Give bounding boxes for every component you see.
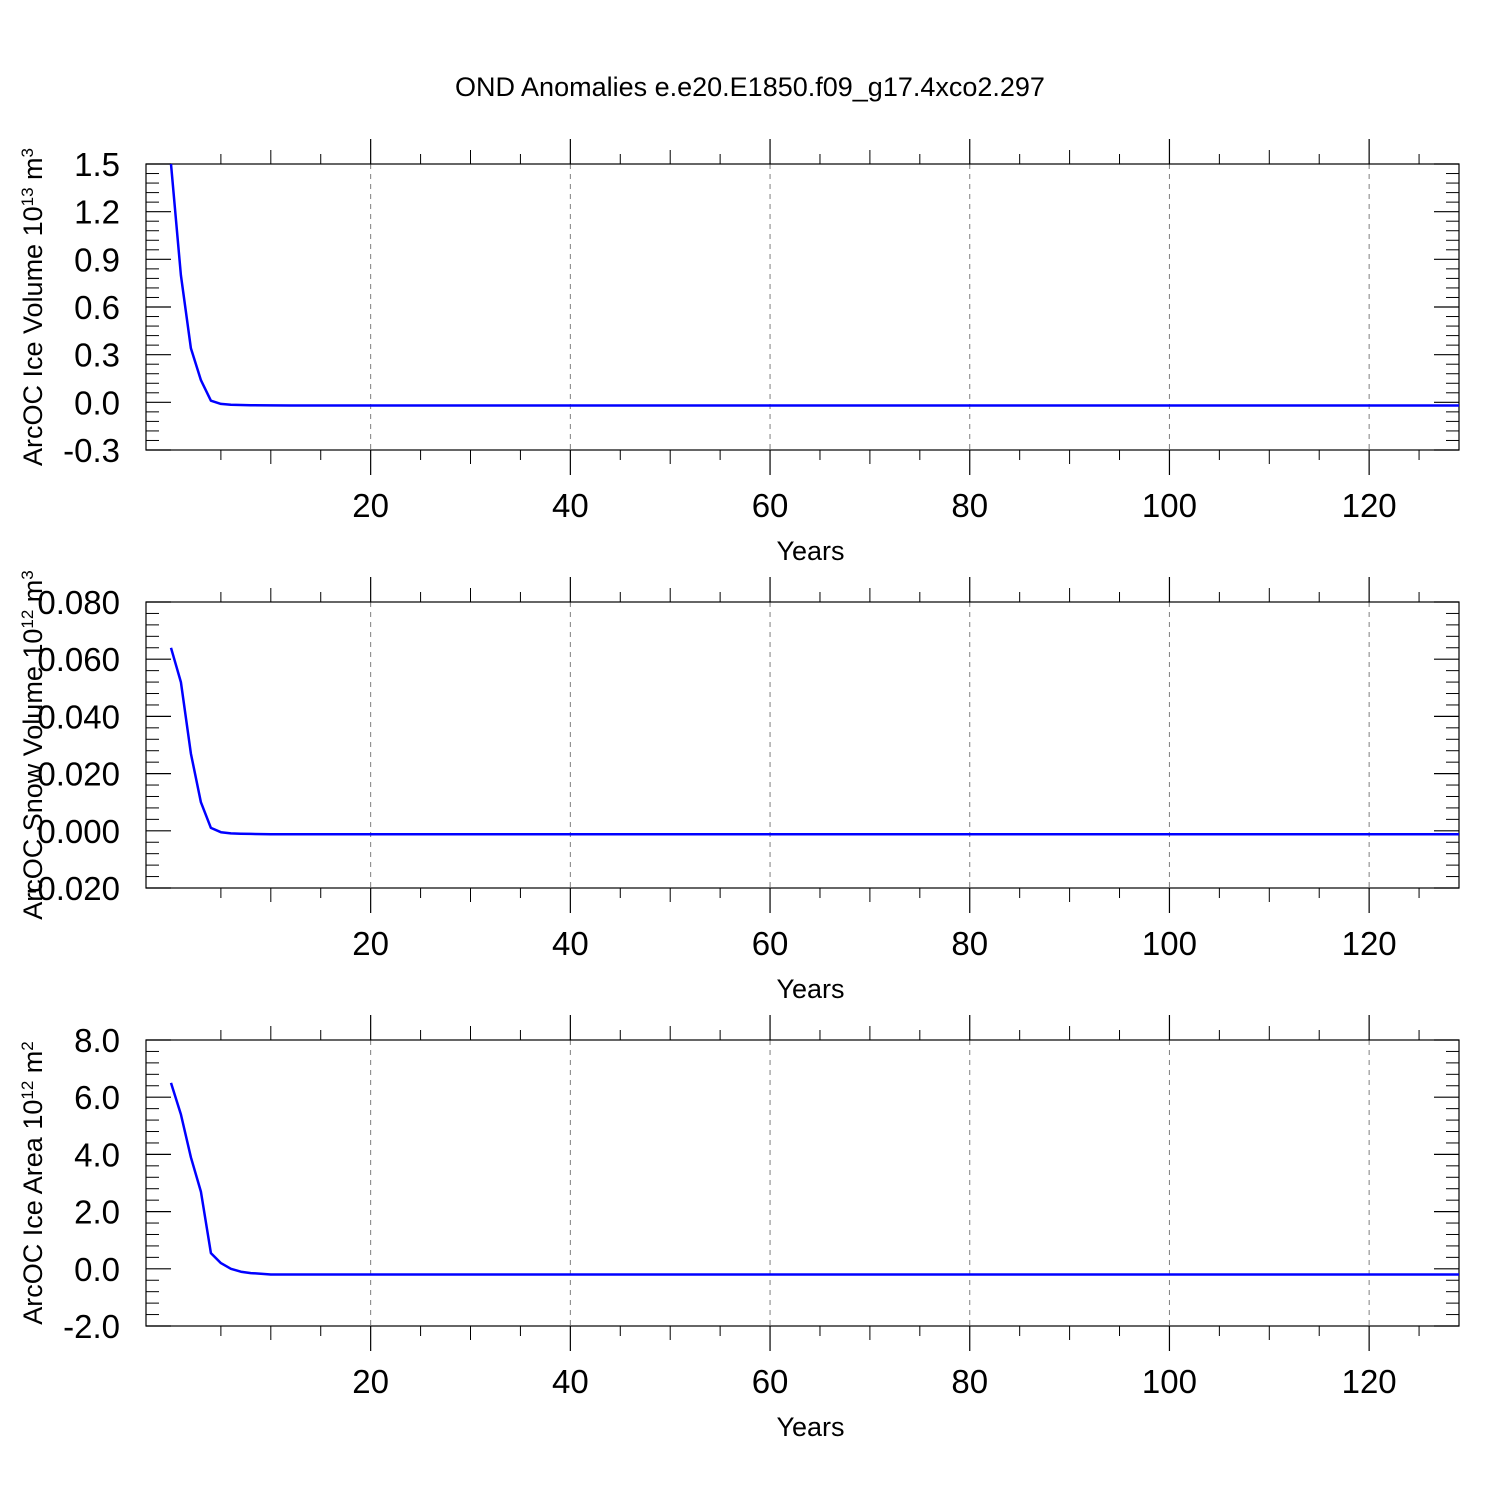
y-tick-label: -0.3 — [63, 432, 120, 469]
y-axis-title: ArcOC Ice Area 1012 m2 — [18, 1041, 49, 1325]
x-tick-label: 120 — [1342, 925, 1397, 962]
y-tick-label: 0.6 — [74, 289, 120, 326]
x-tick-label: 100 — [1142, 487, 1197, 524]
y-tick-label: 0.000 — [37, 813, 120, 850]
y-tick-label: 0.0 — [74, 1251, 120, 1288]
y-tick-label: 0.060 — [37, 641, 120, 678]
series-line — [169, 163, 1459, 407]
series-line — [169, 647, 1459, 836]
y-tick-label: 1.2 — [74, 194, 120, 231]
x-tick-label: 120 — [1342, 487, 1397, 524]
chart-title: OND Anomalies e.e20.E1850.f09_g17.4xco2.… — [455, 72, 1045, 102]
x-tick-label: 60 — [752, 487, 789, 524]
x-tick-label: 80 — [951, 487, 988, 524]
x-tick-label: 40 — [552, 925, 589, 962]
y-tick-label: 4.0 — [74, 1136, 120, 1173]
y-tick-label: 6.0 — [74, 1079, 120, 1116]
x-tick-label: 60 — [752, 1363, 789, 1400]
x-tick-label: 80 — [951, 925, 988, 962]
y-tick-label: 0.080 — [37, 584, 120, 621]
y-axis-title: ArcOC Ice Volume 1013 m3 — [18, 148, 49, 466]
x-tick-label: 20 — [352, 925, 389, 962]
y-tick-label: 0.3 — [74, 337, 120, 374]
x-tick-label: 60 — [752, 925, 789, 962]
x-tick-label: 20 — [352, 487, 389, 524]
y-tick-label: 2.0 — [74, 1194, 120, 1231]
panel-2: 20 40 60 80 100 120 Years -0.020 0.000 0.020 0.040… — [18, 570, 1460, 1004]
x-axis-title: Years — [776, 536, 844, 566]
x-tick-label: 40 — [552, 1363, 589, 1400]
panels: 20 40 60 80 100 120 Years -0.3 0.0 0.3 0.6 0.9 1.2 1.… — [18, 139, 1460, 1442]
x-tick-label: 80 — [951, 1363, 988, 1400]
x-tick-label: 40 — [552, 487, 589, 524]
y-tick-label: 8.0 — [74, 1022, 120, 1059]
y-tick-label: 0.0 — [74, 384, 120, 421]
plot-frame — [145, 163, 1460, 451]
series-line — [169, 1082, 1459, 1276]
y-tick-label: -2.0 — [63, 1308, 120, 1345]
x-axis-title: Years — [776, 974, 844, 1004]
x-tick-label: 20 — [352, 1363, 389, 1400]
x-axis-title: Years — [776, 1412, 844, 1442]
y-tick-label: 0.040 — [37, 698, 120, 735]
y-axis-title: ArcOC Snow Volume 1012 m3 — [18, 570, 49, 920]
y-tick-label: 0.020 — [37, 756, 120, 793]
plot-frame — [145, 601, 1460, 889]
x-tick-label: 100 — [1142, 1363, 1197, 1400]
y-tick-label: 0.9 — [74, 241, 120, 278]
y-tick-label: 1.5 — [74, 146, 120, 183]
panel-3: 20 40 60 80 100 120 Years -2.0 0.0 2.0 4.0 6.0 8.0 Ar… — [18, 1015, 1460, 1442]
plot-frame — [145, 1039, 1460, 1327]
panel-1: 20 40 60 80 100 120 Years -0.3 0.0 0.3 0.6 0.9 1.2 1.… — [18, 139, 1460, 566]
y-tick-label: -0.020 — [26, 870, 120, 907]
x-tick-label: 120 — [1342, 1363, 1397, 1400]
x-tick-label: 100 — [1142, 925, 1197, 962]
